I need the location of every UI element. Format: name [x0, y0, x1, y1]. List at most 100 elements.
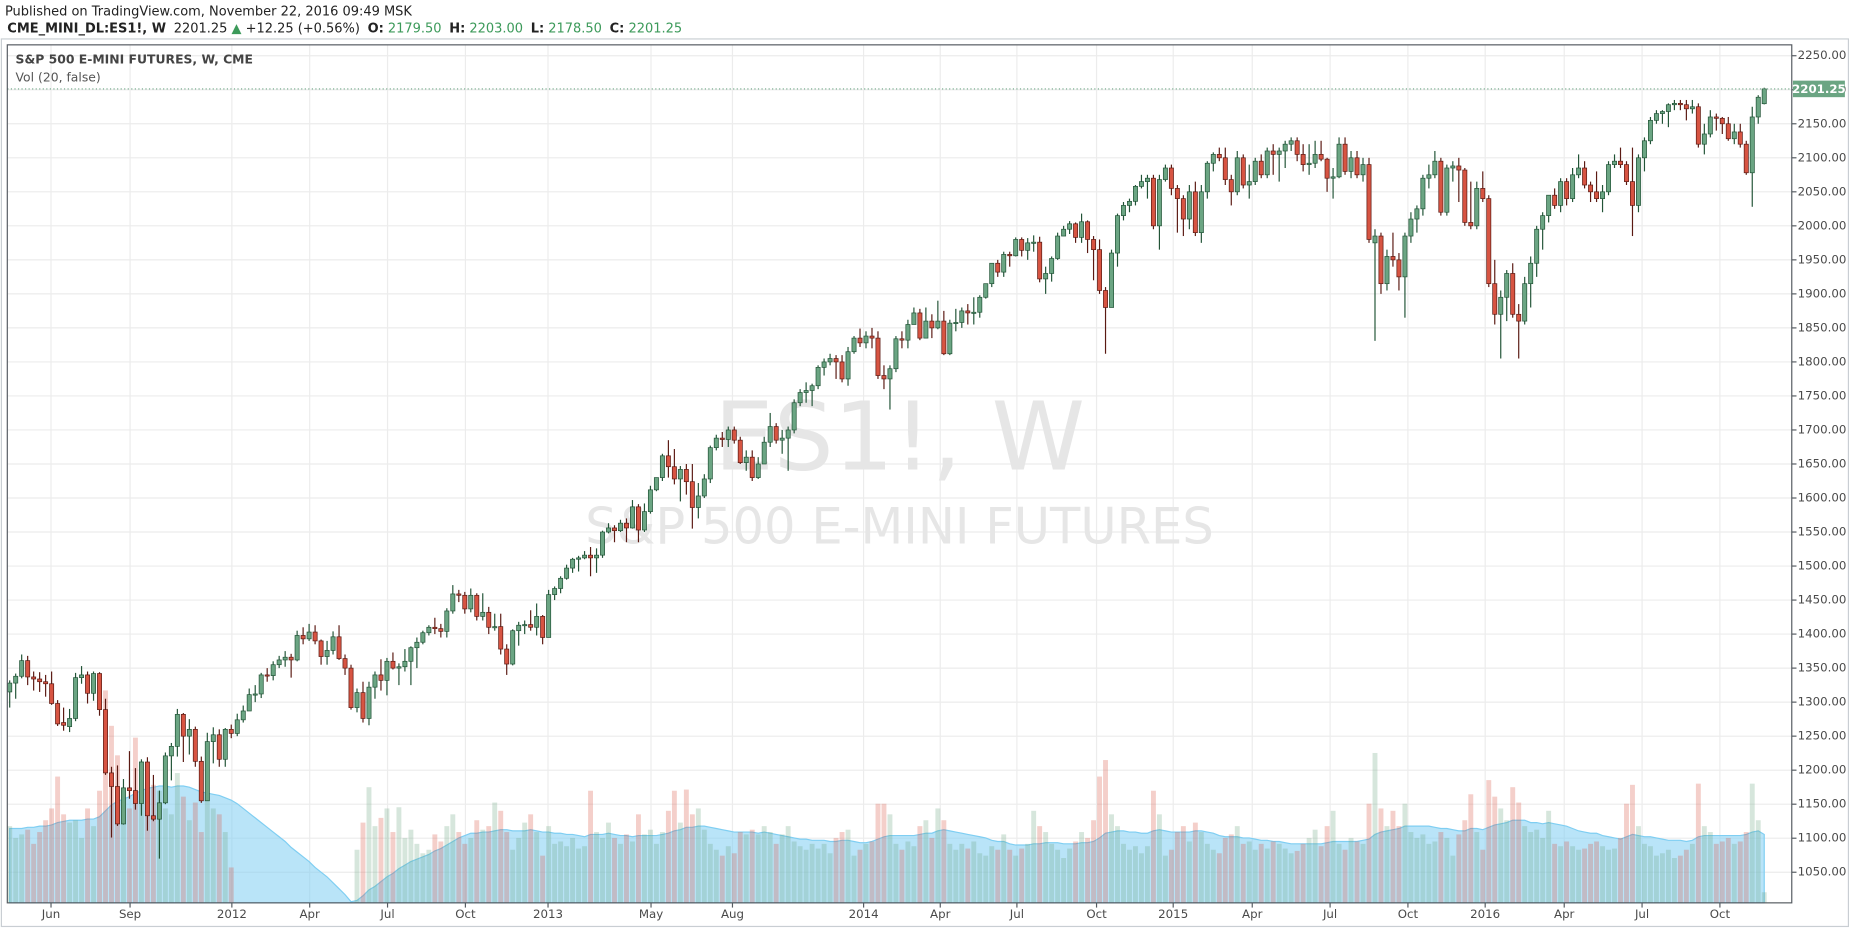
volume-bar	[995, 849, 1001, 903]
volume-bar	[504, 832, 510, 903]
candle-body	[833, 358, 839, 363]
candle-body	[1743, 143, 1749, 174]
y-tick-label: 1050.00	[1798, 865, 1847, 879]
candle-body	[1079, 221, 1085, 238]
volume-bar	[1294, 850, 1300, 903]
candle-body	[61, 722, 67, 726]
volume-bar	[749, 829, 755, 903]
candle-body	[803, 390, 809, 393]
volume-bar	[1384, 826, 1390, 903]
volume-bar	[528, 814, 534, 903]
candle-body	[222, 728, 228, 760]
volume-bar	[659, 832, 665, 903]
volume-bar	[228, 867, 234, 903]
candle-body	[306, 631, 312, 640]
candle-body	[869, 335, 875, 339]
candle-body	[653, 477, 659, 491]
volume-bar	[1618, 837, 1623, 903]
volume-bar	[534, 832, 540, 903]
candle-body	[1438, 160, 1444, 213]
volume-bar	[73, 820, 79, 903]
candle-body	[1372, 235, 1378, 244]
volume-bar	[1438, 832, 1444, 903]
candle-body	[1318, 154, 1324, 160]
candle-body	[1402, 235, 1408, 278]
volume-bar	[965, 848, 971, 903]
legend-title: S&P 500 E-MINI FUTURES, W, CME	[16, 52, 253, 67]
volume-bar	[31, 843, 37, 903]
candle-body	[1749, 116, 1755, 174]
candle-body	[103, 709, 108, 774]
candle-body	[1552, 194, 1558, 206]
volume-bar	[456, 832, 462, 903]
y-tick-label: 2050.00	[1798, 184, 1847, 198]
volume-bar	[1606, 849, 1611, 903]
volume-bar	[79, 837, 85, 903]
candle-body	[216, 734, 222, 760]
volume-bar	[1576, 849, 1582, 903]
candle-body	[240, 710, 246, 721]
volume-bar	[1588, 843, 1594, 903]
volume-bar	[138, 761, 144, 903]
candle-body	[1647, 120, 1653, 142]
candle-body	[618, 522, 623, 532]
volume-bar	[582, 846, 588, 903]
volume-bar	[1115, 826, 1120, 903]
volume-bar	[1240, 843, 1246, 903]
candle-body	[462, 594, 468, 610]
volume-bar	[1396, 826, 1402, 903]
volume-bar	[893, 843, 899, 903]
volume-bar	[384, 808, 390, 903]
candle-body	[677, 469, 683, 480]
candle-body	[1713, 116, 1719, 119]
legend-volume: Vol (20, false)	[16, 69, 101, 84]
candle-body	[258, 674, 264, 695]
candle-body	[540, 616, 546, 638]
volume-bar	[1701, 826, 1707, 903]
volume-bar	[37, 832, 43, 903]
volume-bar	[809, 843, 815, 903]
volume-bar	[450, 814, 456, 903]
candle-body	[570, 558, 576, 569]
candle-body	[791, 402, 797, 431]
candle-body	[1480, 188, 1486, 199]
candle-body	[1396, 259, 1402, 278]
candle-body	[588, 554, 593, 559]
x-tick-label: Oct	[1086, 907, 1107, 921]
volume-bar	[683, 789, 689, 903]
volume-bar	[1546, 810, 1552, 903]
candle-body	[1055, 235, 1061, 259]
volume-bar	[1534, 829, 1540, 903]
candle-body	[1252, 160, 1258, 182]
volume-bar	[594, 832, 599, 903]
candle-body	[779, 437, 785, 441]
candle-body	[522, 624, 528, 627]
volume-bar	[510, 849, 516, 903]
volume-bar	[174, 773, 180, 903]
volume-bar	[767, 832, 773, 903]
candle-body	[863, 335, 869, 344]
y-tick-label: 1400.00	[1798, 627, 1847, 641]
volume-bar	[43, 820, 49, 903]
candle-body	[695, 495, 701, 508]
candle-body	[1725, 123, 1731, 140]
candle-body	[630, 506, 635, 529]
volume-bar	[630, 841, 635, 903]
candle-body	[1516, 313, 1522, 322]
volume-bar	[1630, 784, 1635, 903]
volume-bar	[1168, 849, 1174, 903]
candle-body	[1186, 191, 1192, 220]
volume-bar	[1031, 810, 1037, 903]
y-tick-label: 1250.00	[1798, 729, 1847, 743]
candle-body	[1492, 283, 1498, 315]
volume-bar	[85, 808, 90, 903]
candle-body	[725, 429, 731, 440]
candle-body	[1103, 290, 1108, 308]
candle-body	[150, 815, 156, 820]
candle-body	[809, 385, 815, 391]
volume-bar	[1264, 848, 1270, 903]
candle-body	[312, 631, 318, 642]
candle-body	[713, 437, 719, 449]
volume-bar	[1408, 832, 1414, 903]
x-tick-label: 2016	[1470, 907, 1500, 921]
